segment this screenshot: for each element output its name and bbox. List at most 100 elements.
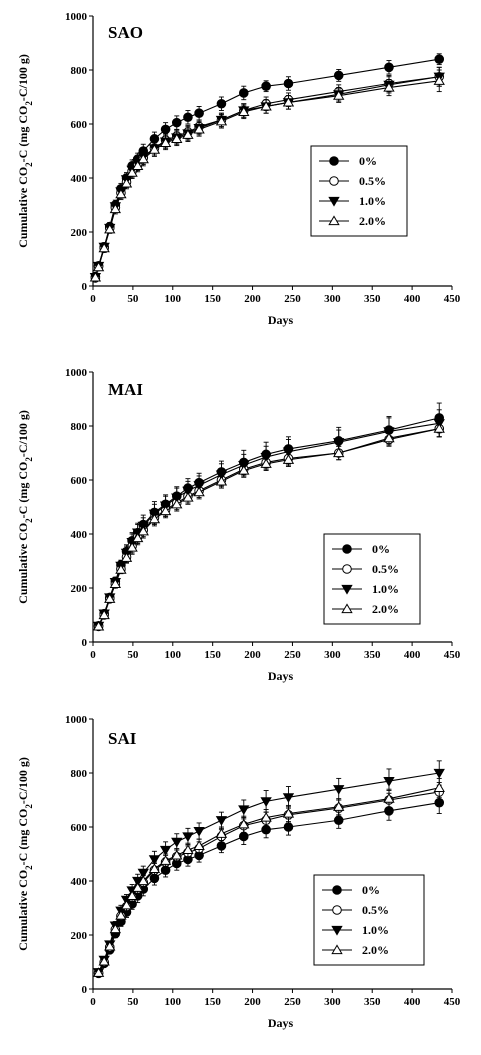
legend-marker xyxy=(341,584,353,595)
y-axis-label-part: -C (mg CO xyxy=(16,106,30,163)
x-tick-label: 400 xyxy=(404,293,421,305)
data-point xyxy=(333,785,345,795)
data-point xyxy=(183,112,193,123)
data-point xyxy=(433,75,445,85)
data-point xyxy=(193,826,205,837)
data-point xyxy=(92,620,105,631)
data-point xyxy=(148,144,161,154)
y-axis-label-part: Cumulative CO xyxy=(16,523,30,604)
x-tick-label: 200 xyxy=(244,293,261,305)
data-point xyxy=(238,805,250,816)
y-axis-label-subscript: 2 xyxy=(24,101,34,106)
x-tick-label: 300 xyxy=(324,293,341,305)
data-point xyxy=(104,940,116,951)
data-point xyxy=(238,88,249,98)
data-point xyxy=(171,133,183,143)
data-point xyxy=(333,447,345,458)
legend-label: 0% xyxy=(362,883,380,897)
data-point xyxy=(109,578,122,589)
legend-marker xyxy=(342,544,352,554)
data-point xyxy=(159,505,172,516)
data-point xyxy=(98,955,110,966)
legend-label: 1.0% xyxy=(362,923,389,937)
x-tick-label: 350 xyxy=(364,996,381,1008)
data-point xyxy=(159,855,172,865)
data-point xyxy=(89,271,102,282)
data-point xyxy=(383,432,395,443)
data-point xyxy=(260,797,272,807)
panel-sai: 0 200 400 600 800 1000 0 50 100 150 200 250 300 350 40… xyxy=(16,714,461,1030)
x-tick-label: 0 xyxy=(90,649,96,661)
y-tick-label: 600 xyxy=(71,475,88,487)
series-2-0pct xyxy=(92,420,445,631)
x-tick-label: 100 xyxy=(165,649,182,661)
x-tick-label: 300 xyxy=(324,649,341,661)
data-point xyxy=(132,160,144,170)
data-point xyxy=(148,513,161,524)
y-axis-label-part: Cumulative CO xyxy=(16,870,30,951)
data-point xyxy=(260,811,272,822)
y-tick-label: 400 xyxy=(71,876,88,888)
legend-label: 0% xyxy=(372,542,390,556)
y-tick-label: 800 xyxy=(71,421,88,433)
data-point xyxy=(433,768,445,779)
y-tick-label: 1000 xyxy=(65,367,88,379)
panel-title: SAO xyxy=(108,23,143,42)
x-tick-label: 450 xyxy=(444,996,461,1008)
x-tick-label: 50 xyxy=(127,649,139,661)
data-point xyxy=(282,807,295,818)
legend-marker xyxy=(328,215,340,226)
y-tick-label: 0 xyxy=(82,281,88,293)
data-point xyxy=(126,890,138,900)
legend-label: 1.0% xyxy=(372,582,399,596)
x-tick-label: 0 xyxy=(90,996,96,1008)
x-tick-label: 50 xyxy=(127,293,139,305)
legend-marker xyxy=(332,885,342,895)
y-axis-label-part: -C (mg CO xyxy=(16,809,30,866)
legend-label: 0.5% xyxy=(372,562,399,576)
data-point xyxy=(171,849,183,860)
data-point xyxy=(115,564,127,574)
data-point xyxy=(434,54,445,65)
data-point xyxy=(282,96,295,107)
x-tick-label: 400 xyxy=(404,996,421,1008)
data-point xyxy=(333,90,345,100)
data-point xyxy=(92,261,105,272)
data-point xyxy=(171,837,183,848)
y-axis-label: Cumulative CO2-C (mg CO2-C/100 g) xyxy=(16,757,34,951)
data-point xyxy=(283,822,294,832)
legend-label: 1.0% xyxy=(359,194,386,208)
x-tick-label: 200 xyxy=(244,996,261,1008)
y-tick-label: 200 xyxy=(71,583,88,595)
y-tick-label: 600 xyxy=(71,119,88,131)
data-point xyxy=(238,106,250,116)
data-point xyxy=(333,801,345,811)
x-tick-label: 250 xyxy=(284,996,301,1008)
data-point xyxy=(260,458,272,468)
data-point xyxy=(333,438,345,448)
legend-marker xyxy=(341,603,353,614)
data-point xyxy=(92,967,105,977)
data-point xyxy=(182,129,194,139)
legend-label: 2.0% xyxy=(362,943,389,957)
data-point xyxy=(433,782,445,792)
panel-title: SAI xyxy=(108,729,137,748)
y-axis-label-subscript: 2 xyxy=(24,518,34,523)
panel-sao: 0 200 400 600 800 1000 0 50 100 150 200 250 300 350 40… xyxy=(16,11,461,327)
x-axis-label: Days xyxy=(268,669,294,683)
y-tick-label: 1000 xyxy=(65,714,88,726)
series-2-0pct xyxy=(92,777,445,977)
data-point xyxy=(238,464,250,475)
data-point xyxy=(159,137,172,147)
data-point xyxy=(171,117,182,128)
data-point xyxy=(182,491,194,502)
legend-marker xyxy=(329,176,339,186)
data-point xyxy=(120,552,133,562)
data-point xyxy=(282,447,295,458)
data-point xyxy=(182,844,194,855)
data-point xyxy=(238,818,250,829)
data-point xyxy=(333,815,344,826)
series-line xyxy=(94,80,440,278)
legend-marker xyxy=(331,944,343,955)
y-axis-label: Cumulative CO2-C (mg CO2-C/100 g) xyxy=(16,54,34,248)
